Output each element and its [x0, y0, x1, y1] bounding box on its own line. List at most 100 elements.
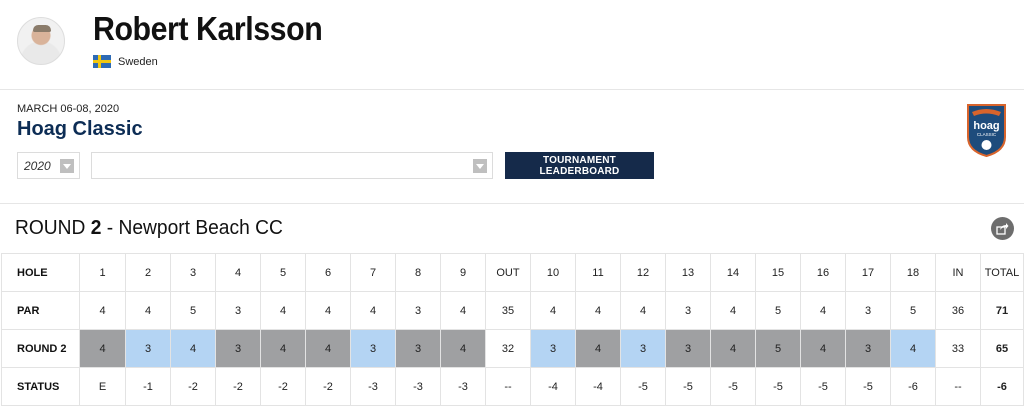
year-select-value: 2020	[24, 159, 51, 173]
score-cell: -6	[980, 367, 1024, 406]
score-cell: 3	[620, 329, 666, 368]
score-cell: 4	[305, 291, 351, 330]
score-cell: 5	[890, 291, 936, 330]
round-number: 2	[90, 217, 102, 239]
hole-header-cell: 5	[260, 253, 306, 292]
score-cell: 3	[845, 291, 891, 330]
row-label: PAR	[1, 291, 80, 330]
hole-header-cell: IN	[935, 253, 981, 292]
score-cell: 3	[665, 291, 711, 330]
hole-header-cell: 4	[215, 253, 261, 292]
score-cell: 71	[980, 291, 1024, 330]
score-cell: -4	[575, 367, 621, 406]
score-cell: -2	[260, 367, 306, 406]
score-cell: 4	[800, 329, 846, 368]
score-cell: 4	[575, 291, 621, 330]
score-cell: 3	[215, 329, 261, 368]
scorecard-row-par: PAR 4 4 5 3 4 4 4 3 4 35 4 4 4 3 4 5 4 3 5 36 71	[1, 291, 1024, 330]
hole-header-cell: 18	[890, 253, 936, 292]
share-icon[interactable]	[991, 217, 1014, 240]
round-title: ROUND 2 - Newport Beach CC	[15, 217, 283, 240]
score-cell: 5	[755, 329, 801, 368]
score-cell: 3	[125, 329, 171, 368]
tournament-dates: MARCH 06-08, 2020	[17, 103, 120, 115]
score-cell: -5	[755, 367, 801, 406]
hole-header-cell: 14	[710, 253, 756, 292]
score-cell: 4	[260, 329, 306, 368]
score-cell: 4	[440, 291, 486, 330]
hole-header-cell: 7	[350, 253, 396, 292]
score-cell: 4	[530, 291, 576, 330]
hole-header-cell: 10	[530, 253, 576, 292]
score-cell: 4	[710, 329, 756, 368]
score-cell: -6	[890, 367, 936, 406]
hole-header-cell: 16	[800, 253, 846, 292]
player-header: Robert Karlsson Sweden	[0, 0, 1024, 90]
score-cell: 32	[485, 329, 531, 368]
chevron-down-icon[interactable]	[473, 159, 487, 173]
score-cell: 4	[440, 329, 486, 368]
score-cell: 5	[170, 291, 216, 330]
score-cell: -5	[710, 367, 756, 406]
score-cell: 3	[215, 291, 261, 330]
round-course: - Newport Beach CC	[106, 217, 283, 239]
player-country: Sweden	[118, 56, 158, 68]
scorecard-header-row: HOLE 1 2 3 4 5 6 7 8 9 OUT 10 11 12 13 14 15 16 17 18 IN TOTA…	[1, 253, 1024, 292]
score-cell: 4	[79, 291, 126, 330]
score-cell: 4	[890, 329, 936, 368]
score-cell: 3	[395, 329, 441, 368]
score-cell: 4	[350, 291, 396, 330]
hole-header-cell: 8	[395, 253, 441, 292]
score-cell: 4	[305, 329, 351, 368]
score-cell: 3	[530, 329, 576, 368]
score-cell: -5	[845, 367, 891, 406]
chevron-down-icon[interactable]	[60, 159, 74, 173]
tournament-section: MARCH 06-08, 2020 Hoag Classic 2020 TOUR…	[0, 90, 1024, 204]
score-cell: E	[79, 367, 126, 406]
logo-text-bottom: CLASSIC	[977, 132, 997, 137]
round-prefix: ROUND	[15, 217, 86, 239]
score-cell: 4	[620, 291, 666, 330]
scorecard-table: HOLE 1 2 3 4 5 6 7 8 9 OUT 10 11 12 13 14 15 16 17 18 IN TOTA…	[1, 253, 1024, 406]
hole-header-cell: OUT	[485, 253, 531, 292]
score-cell: -3	[350, 367, 396, 406]
score-cell: 4	[170, 329, 216, 368]
score-cell: -3	[440, 367, 486, 406]
score-cell: -4	[530, 367, 576, 406]
score-cell: 65	[980, 329, 1024, 368]
score-cell: --	[485, 367, 531, 406]
year-select[interactable]: 2020	[17, 152, 80, 179]
score-cell: 35	[485, 291, 531, 330]
score-cell: 4	[79, 329, 126, 368]
score-cell: 4	[260, 291, 306, 330]
hole-header-cell: 15	[755, 253, 801, 292]
score-cell: -3	[395, 367, 441, 406]
hole-header-cell: 9	[440, 253, 486, 292]
scorecard-row-round-2: ROUND 2 4 3 4 3 4 4 3 3 4 32 3 4 3 3 4 5 4 3 4 33 65	[1, 329, 1024, 368]
hole-header-cell: 1	[79, 253, 126, 292]
score-cell: 3	[845, 329, 891, 368]
score-cell: -1	[125, 367, 171, 406]
hole-header-cell: 12	[620, 253, 666, 292]
row-label: ROUND 2	[1, 329, 80, 368]
score-cell: -5	[620, 367, 666, 406]
hole-header-cell: 11	[575, 253, 621, 292]
tournament-select[interactable]	[91, 152, 493, 179]
hoag-classic-logo: hoag CLASSIC	[967, 104, 1006, 157]
hole-header-cell: 13	[665, 253, 711, 292]
sweden-flag-icon	[93, 55, 111, 68]
tournament-leaderboard-button[interactable]: TOURNAMENT LEADERBOARD	[505, 152, 654, 179]
scorecard-row-status: STATUS E -1 -2 -2 -2 -2 -3 -3 -3 -- -4 -4 -5 -5 -5 -5 -5-…	[1, 367, 1024, 406]
score-cell: 5	[755, 291, 801, 330]
hole-header-cell: 3	[170, 253, 216, 292]
score-cell: 4	[575, 329, 621, 368]
score-cell: -2	[215, 367, 261, 406]
hole-header-cell: 17	[845, 253, 891, 292]
player-avatar	[17, 17, 65, 65]
hole-header-label: HOLE	[1, 253, 80, 292]
score-cell: 4	[800, 291, 846, 330]
score-cell: -5	[665, 367, 711, 406]
hole-header-cell: TOTAL	[980, 253, 1024, 292]
score-cell: 3	[350, 329, 396, 368]
score-cell: 4	[710, 291, 756, 330]
